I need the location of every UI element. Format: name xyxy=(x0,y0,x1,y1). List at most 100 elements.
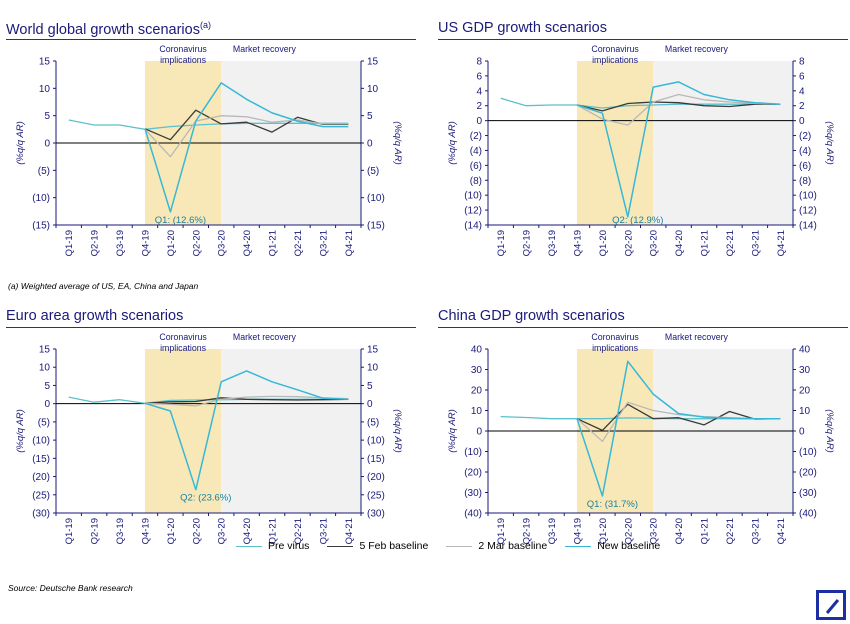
y-tick-label-left: (10) xyxy=(32,436,50,447)
x-tick-label: Q4-21 xyxy=(776,230,787,256)
line-mar2-baseline xyxy=(144,395,349,407)
shade-label-market-recovery: Market recovery xyxy=(233,44,297,54)
x-tick-label: Q4-20 xyxy=(242,518,253,544)
line-feb5-baseline xyxy=(576,101,781,112)
y-tick-label-right: (5) xyxy=(367,417,379,428)
y-tick-label-left: 10 xyxy=(39,363,51,374)
y-tick-label-right: 0 xyxy=(799,427,805,438)
y-tick-label-right: (15) xyxy=(367,221,385,232)
x-tick-label: Q4-20 xyxy=(674,518,685,544)
y-tick-label-left: 10 xyxy=(39,84,51,95)
y-tick-label-right: 4 xyxy=(799,86,805,97)
y-tick-label-right: 8 xyxy=(799,57,805,68)
line-new-baseline xyxy=(144,82,349,213)
y-tick-label-right: (30) xyxy=(799,488,817,499)
x-tick-label: Q2-19 xyxy=(90,230,101,256)
line-feb5-baseline xyxy=(576,403,781,432)
shade-coronavirus xyxy=(144,349,222,513)
y-tick-label-right: 0 xyxy=(367,399,373,410)
x-tick-label: Q1-20 xyxy=(598,518,609,544)
x-tick-label: Q4-21 xyxy=(344,230,355,256)
x-tick-label: Q4-19 xyxy=(140,230,151,256)
line-mar2-baseline xyxy=(576,93,781,126)
y-tick-label-left: (40) xyxy=(464,509,482,520)
y-tick-label-right: (5) xyxy=(367,166,379,177)
y-tick-label-left: (30) xyxy=(32,509,50,520)
y-tick-label-right: 5 xyxy=(367,111,373,122)
x-tick-label: Q4-20 xyxy=(674,230,685,256)
legend-item-feb5: 5 Feb baseline xyxy=(327,540,428,552)
line-pre-virus xyxy=(500,97,781,109)
line-feb5-baseline xyxy=(144,397,349,404)
chart-title-us: US GDP growth scenarios xyxy=(438,20,607,36)
shade-label-market-recovery: Market recovery xyxy=(233,332,297,342)
y-tick-label-right: (14) xyxy=(799,221,817,232)
y-tick-label-left: 0 xyxy=(476,427,482,438)
y-tick-label-left: (15) xyxy=(32,221,50,232)
legend-swatch xyxy=(565,545,592,547)
legend-swatch xyxy=(236,545,262,547)
shade-label-coronavirus: Coronavirus xyxy=(591,332,639,342)
y-tick-label-right: (30) xyxy=(367,509,385,520)
x-tick-label: Q3-21 xyxy=(318,518,329,544)
y-tick-label-right: (25) xyxy=(367,490,385,501)
y-axis-label-right: (%q/q AR) xyxy=(392,409,403,452)
x-tick-label: Q2-21 xyxy=(293,230,304,256)
y-tick-label-right: (12) xyxy=(799,206,817,217)
chart-panel-world: World global growth scenarios(a) Coronav… xyxy=(6,20,416,256)
y-tick-label-left: (5) xyxy=(38,166,50,177)
chart-panel-us: US GDP growth scenarios Coronavirus impli… xyxy=(438,20,848,256)
y-tick-label-right: (10) xyxy=(367,193,385,204)
x-tick-label: Q1-21 xyxy=(700,230,711,256)
legend-swatch xyxy=(446,545,473,547)
shade-market-recovery xyxy=(653,61,793,225)
y-tick-label-left: (5) xyxy=(38,417,50,428)
trough-annotation: Q2: (23.6%) xyxy=(180,493,231,504)
y-tick-label-right: (2) xyxy=(799,131,811,142)
x-tick-label: Q1-21 xyxy=(700,518,711,544)
legend-item-mar2: 2 Mar baseline xyxy=(446,540,547,552)
x-tick-label: Q1-20 xyxy=(166,518,177,544)
y-tick-label-right: (10) xyxy=(799,447,817,458)
y-tick-label-right: 10 xyxy=(367,363,379,374)
line-mar2-baseline xyxy=(144,115,349,158)
y-tick-label-right: 20 xyxy=(799,386,811,397)
y-tick-label-left: 0 xyxy=(44,139,50,150)
shade-coronavirus xyxy=(576,61,654,225)
y-tick-label-left: (30) xyxy=(464,488,482,499)
y-tick-label-left: 30 xyxy=(471,365,483,376)
x-tick-label: Q3-21 xyxy=(750,518,761,544)
legend-item-pre-virus: Pre virus xyxy=(236,540,309,552)
y-tick-label-right: 0 xyxy=(799,116,805,127)
x-tick-label: Q1-20 xyxy=(166,230,177,256)
shade-label-coronavirus: implications xyxy=(160,343,207,353)
shade-label-coronavirus: implications xyxy=(160,55,207,65)
y-tick-label-left: 15 xyxy=(39,345,51,356)
x-tick-label: Q1-21 xyxy=(268,518,279,544)
x-tick-label: Q2-20 xyxy=(623,518,634,544)
y-tick-label-left: (14) xyxy=(464,221,482,232)
shade-label-market-recovery: Market recovery xyxy=(665,44,729,54)
source-note: Source: Deutsche Bank research xyxy=(8,583,133,593)
footnote-a: (a) Weighted average of US, EA, China an… xyxy=(8,281,199,291)
x-tick-label: Q1-19 xyxy=(496,518,507,544)
y-tick-label-left: (8) xyxy=(470,176,482,187)
y-axis-label-right: (%q/q AR) xyxy=(824,121,835,164)
y-tick-label-left: (20) xyxy=(464,468,482,479)
y-tick-label-left: 0 xyxy=(44,399,50,410)
deutsche-bank-logo xyxy=(816,590,846,620)
x-tick-label: Q2-21 xyxy=(293,518,304,544)
y-tick-label-right: 10 xyxy=(367,84,379,95)
x-tick-label: Q1-19 xyxy=(64,518,75,544)
y-tick-label-left: 10 xyxy=(471,406,483,417)
x-tick-label: Q4-21 xyxy=(344,518,355,544)
y-tick-label-right: 40 xyxy=(799,345,811,356)
y-tick-label-left: (2) xyxy=(470,131,482,142)
line-new-baseline xyxy=(144,370,349,491)
y-tick-label-left: 40 xyxy=(471,345,483,356)
y-tick-label-left: 4 xyxy=(476,86,482,97)
y-tick-label-right: 15 xyxy=(367,57,379,68)
